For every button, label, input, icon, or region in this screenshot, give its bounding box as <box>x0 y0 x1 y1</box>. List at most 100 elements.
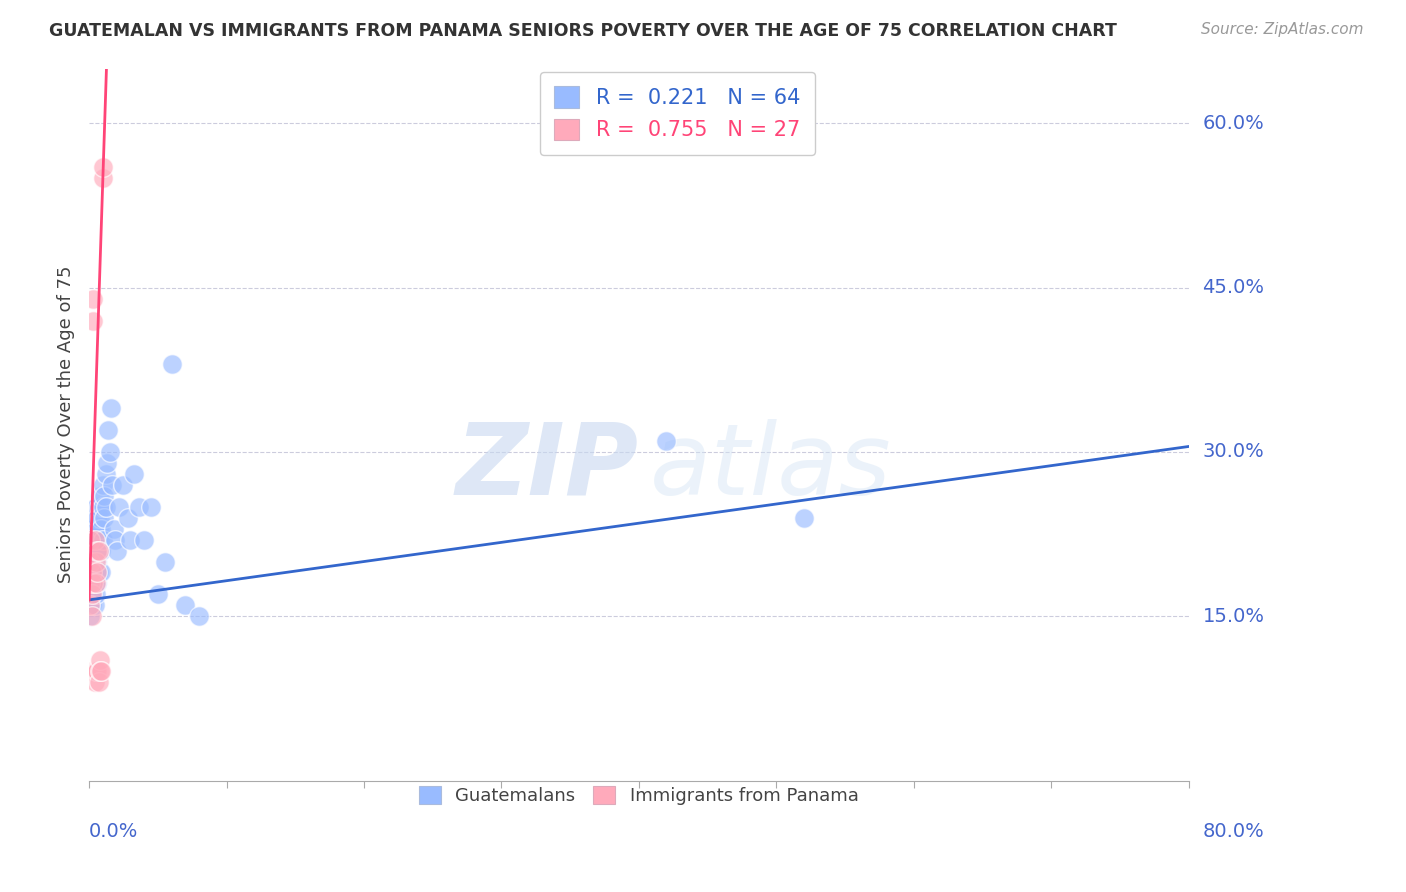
Point <box>108 500 131 514</box>
Text: 45.0%: 45.0% <box>1202 278 1264 297</box>
Point <box>83 675 105 690</box>
Point <box>84 576 107 591</box>
Text: 15.0%: 15.0% <box>1202 607 1264 626</box>
Point <box>160 357 183 371</box>
Point <box>82 292 104 306</box>
Text: 60.0%: 60.0% <box>1202 114 1264 133</box>
Point <box>120 533 142 547</box>
Point <box>84 543 107 558</box>
Point <box>80 576 103 591</box>
Point <box>82 522 104 536</box>
Point <box>87 566 110 580</box>
Point <box>93 489 115 503</box>
Point <box>117 510 139 524</box>
Point <box>83 664 105 678</box>
Point <box>89 533 111 547</box>
Point <box>90 522 112 536</box>
Point <box>124 467 146 481</box>
Point <box>86 566 108 580</box>
Legend: Guatemalans, Immigrants from Panama: Guatemalans, Immigrants from Panama <box>411 777 868 814</box>
Point <box>79 587 101 601</box>
Point <box>105 543 128 558</box>
Point <box>80 599 103 613</box>
Point <box>84 555 107 569</box>
Point <box>87 543 110 558</box>
Point <box>112 478 135 492</box>
Point <box>91 533 114 547</box>
Point <box>83 533 105 547</box>
Point <box>87 500 110 514</box>
Point <box>79 609 101 624</box>
Point <box>90 566 112 580</box>
Point <box>86 664 108 678</box>
Point <box>82 576 104 591</box>
Text: 0.0%: 0.0% <box>89 822 138 841</box>
Point <box>79 576 101 591</box>
Point <box>97 423 120 437</box>
Point <box>83 599 105 613</box>
Point <box>96 456 118 470</box>
Point <box>89 489 111 503</box>
Point <box>89 653 111 667</box>
Text: 80.0%: 80.0% <box>1202 822 1264 841</box>
Point <box>132 533 155 547</box>
Point <box>91 500 114 514</box>
Text: ZIP: ZIP <box>456 419 638 516</box>
Text: Source: ZipAtlas.com: Source: ZipAtlas.com <box>1201 22 1364 37</box>
Point <box>82 313 104 327</box>
Point <box>91 171 114 186</box>
Point <box>80 533 103 547</box>
Point <box>86 510 108 524</box>
Point <box>139 500 162 514</box>
Point <box>128 500 150 514</box>
Point <box>83 576 105 591</box>
Point <box>80 587 103 601</box>
Point <box>86 555 108 569</box>
Point <box>84 522 107 536</box>
Point <box>94 467 117 481</box>
Point <box>82 543 104 558</box>
Point <box>188 609 211 624</box>
Point <box>80 609 103 624</box>
Point <box>84 566 107 580</box>
Point <box>84 587 107 601</box>
Point <box>80 566 103 580</box>
Point <box>80 555 103 569</box>
Point <box>86 543 108 558</box>
Point <box>87 675 110 690</box>
Text: atlas: atlas <box>650 419 891 516</box>
Point <box>86 533 108 547</box>
Point <box>79 566 101 580</box>
Point <box>87 543 110 558</box>
Text: GUATEMALAN VS IMMIGRANTS FROM PANAMA SENIORS POVERTY OVER THE AGE OF 75 CORRELAT: GUATEMALAN VS IMMIGRANTS FROM PANAMA SEN… <box>49 22 1118 40</box>
Point <box>83 555 105 569</box>
Point <box>90 543 112 558</box>
Point <box>82 566 104 580</box>
Point <box>91 160 114 174</box>
Point <box>94 500 117 514</box>
Point <box>146 587 169 601</box>
Point <box>83 533 105 547</box>
Text: 30.0%: 30.0% <box>1202 442 1264 461</box>
Point <box>100 401 122 416</box>
Point <box>84 500 107 514</box>
Point <box>655 434 678 448</box>
Point <box>793 510 815 524</box>
Point <box>98 445 121 459</box>
Point <box>87 522 110 536</box>
Point <box>93 510 115 524</box>
Point <box>89 664 111 678</box>
Point <box>79 533 101 547</box>
Point <box>79 555 101 569</box>
Y-axis label: Seniors Poverty Over the Age of 75: Seniors Poverty Over the Age of 75 <box>58 266 75 583</box>
Point <box>84 664 107 678</box>
Point <box>174 599 197 613</box>
Point <box>104 533 127 547</box>
Point <box>82 664 104 678</box>
Point <box>153 555 176 569</box>
Point <box>89 510 111 524</box>
Point <box>103 522 125 536</box>
Point <box>79 599 101 613</box>
Point <box>90 664 112 678</box>
Point <box>91 478 114 492</box>
